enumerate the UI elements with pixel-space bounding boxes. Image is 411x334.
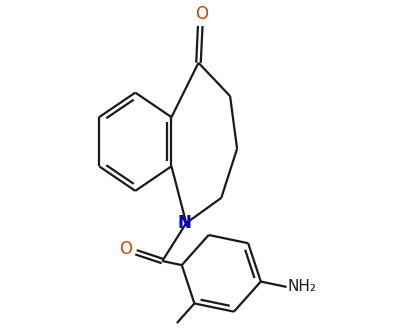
Text: O: O <box>196 5 208 23</box>
Text: N: N <box>178 214 192 232</box>
Text: O: O <box>119 240 132 259</box>
Text: NH₂: NH₂ <box>287 280 316 294</box>
